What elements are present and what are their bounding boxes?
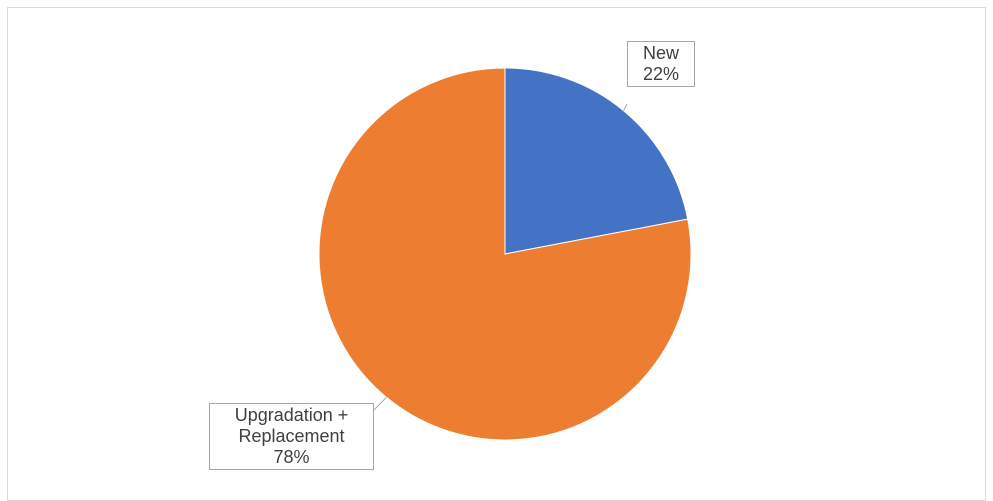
leader-line-1 [373,396,387,411]
data-label-upgradation-replacement-percent: 78% [273,447,310,467]
leader-line-0 [623,103,628,111]
leader-lines [373,103,628,411]
data-label-upgradation-replacement-line2: Replacement [238,426,345,446]
data-label-new: New 22% [627,41,695,87]
data-label-new-name: New [642,43,679,63]
pie-slices [318,67,692,441]
data-label-upgradation-replacement: Upgradation + Replacement 78% [209,403,374,470]
data-label-upgradation-replacement-line1: Upgradation + [234,405,349,425]
pie-slice-new [504,67,689,255]
data-label-new-percent: 22% [642,64,680,84]
pie-slice-upgradation-replacement [318,67,692,441]
